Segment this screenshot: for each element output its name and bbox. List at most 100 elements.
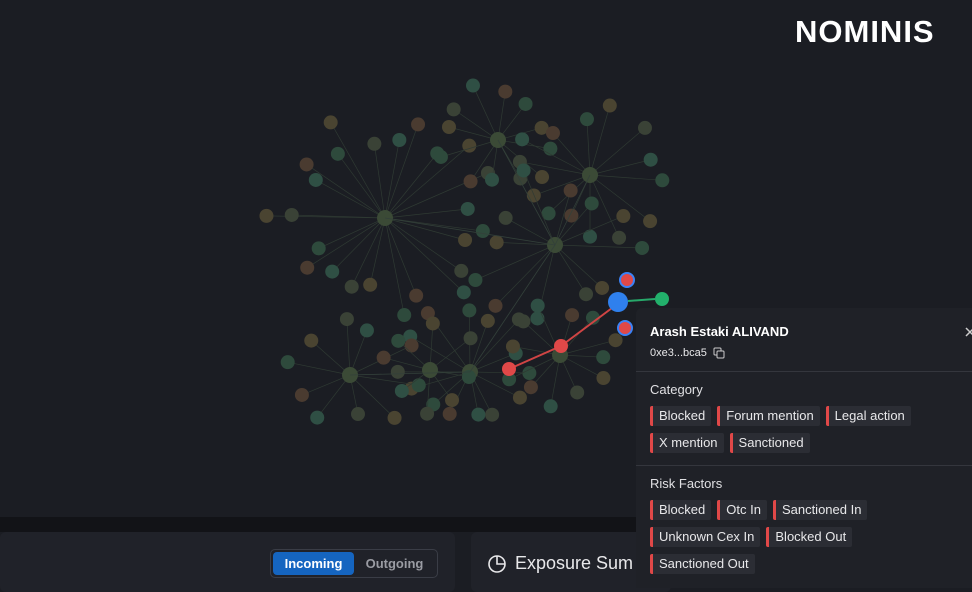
node — [564, 184, 578, 198]
edge — [385, 153, 437, 218]
edge — [350, 372, 470, 375]
node — [618, 321, 632, 335]
node — [535, 170, 549, 184]
node — [285, 208, 299, 222]
edge — [385, 209, 468, 218]
pie-icon — [487, 554, 507, 574]
node — [392, 133, 406, 147]
node — [546, 126, 560, 140]
node — [462, 303, 476, 317]
node — [616, 209, 630, 223]
node — [426, 316, 440, 330]
node — [499, 211, 513, 225]
node — [447, 102, 461, 116]
edge — [347, 319, 350, 375]
edge — [385, 218, 404, 315]
node — [468, 273, 482, 287]
node — [395, 384, 409, 398]
tab[interactable]: Incoming — [273, 552, 354, 575]
node — [360, 323, 374, 337]
node — [471, 408, 485, 422]
node — [331, 147, 345, 161]
edge — [555, 245, 642, 248]
address: 0xe3...bca5 — [650, 347, 707, 359]
node — [638, 121, 652, 135]
node — [397, 308, 411, 322]
edge — [317, 375, 350, 418]
exposure-title: Exposure Sum — [515, 553, 633, 574]
node — [324, 115, 338, 129]
node — [485, 173, 499, 187]
close-icon[interactable] — [964, 326, 972, 338]
edge — [496, 245, 555, 306]
node — [489, 299, 503, 313]
node — [300, 157, 314, 171]
node — [516, 314, 530, 328]
edge — [587, 119, 590, 175]
node — [490, 235, 504, 249]
node — [466, 79, 480, 93]
node — [579, 287, 593, 301]
selected-node — [608, 292, 628, 312]
node — [325, 265, 339, 279]
node — [304, 334, 318, 348]
node — [519, 97, 533, 111]
node — [596, 371, 610, 385]
separator — [636, 465, 972, 466]
edge — [331, 122, 385, 218]
node — [524, 380, 538, 394]
node — [476, 224, 490, 238]
edge — [385, 218, 416, 296]
tag: Sanctioned Out — [650, 554, 755, 574]
node — [609, 333, 623, 347]
node — [312, 241, 326, 255]
tag: Unknown Cex In — [650, 527, 760, 547]
node — [309, 173, 323, 187]
edge — [628, 299, 655, 301]
node — [620, 273, 634, 287]
tab[interactable]: Outgoing — [354, 552, 435, 575]
node — [554, 339, 568, 353]
node — [522, 366, 536, 380]
node — [458, 233, 472, 247]
edge — [590, 175, 662, 180]
node — [655, 173, 669, 187]
node — [391, 365, 405, 379]
node — [513, 391, 527, 405]
node — [502, 362, 516, 376]
node — [481, 314, 495, 328]
edge — [410, 336, 470, 372]
node — [310, 411, 324, 425]
logo[interactable]: NOMINIS — [795, 14, 935, 50]
tag: Blocked — [650, 500, 711, 520]
node — [583, 230, 597, 244]
node — [454, 264, 468, 278]
node — [443, 407, 457, 421]
hub-node — [422, 362, 438, 378]
edge — [385, 218, 461, 271]
node-popup: Arash Estaki ALIVAND 0xe3...bca5 Categor… — [636, 308, 972, 588]
address-row: 0xe3...bca5 — [650, 347, 962, 359]
node — [445, 393, 459, 407]
tag: Legal action — [826, 406, 911, 426]
section-heading: Risk Factors — [650, 476, 962, 491]
node — [391, 334, 405, 348]
node — [585, 196, 599, 210]
node — [367, 137, 381, 151]
node — [388, 411, 402, 425]
node — [530, 311, 544, 325]
edge — [332, 218, 385, 272]
edge — [454, 109, 498, 140]
tab-group: Incoming Outgoing — [270, 549, 438, 578]
copy-icon[interactable] — [713, 347, 725, 359]
exposure-header: Exposure Sum — [487, 553, 633, 574]
edge — [520, 162, 590, 175]
edge — [555, 245, 602, 288]
node — [462, 139, 476, 153]
node — [464, 331, 478, 345]
node — [580, 112, 594, 126]
node — [643, 214, 657, 228]
node — [531, 299, 545, 313]
node — [595, 281, 609, 295]
edge — [374, 144, 385, 218]
